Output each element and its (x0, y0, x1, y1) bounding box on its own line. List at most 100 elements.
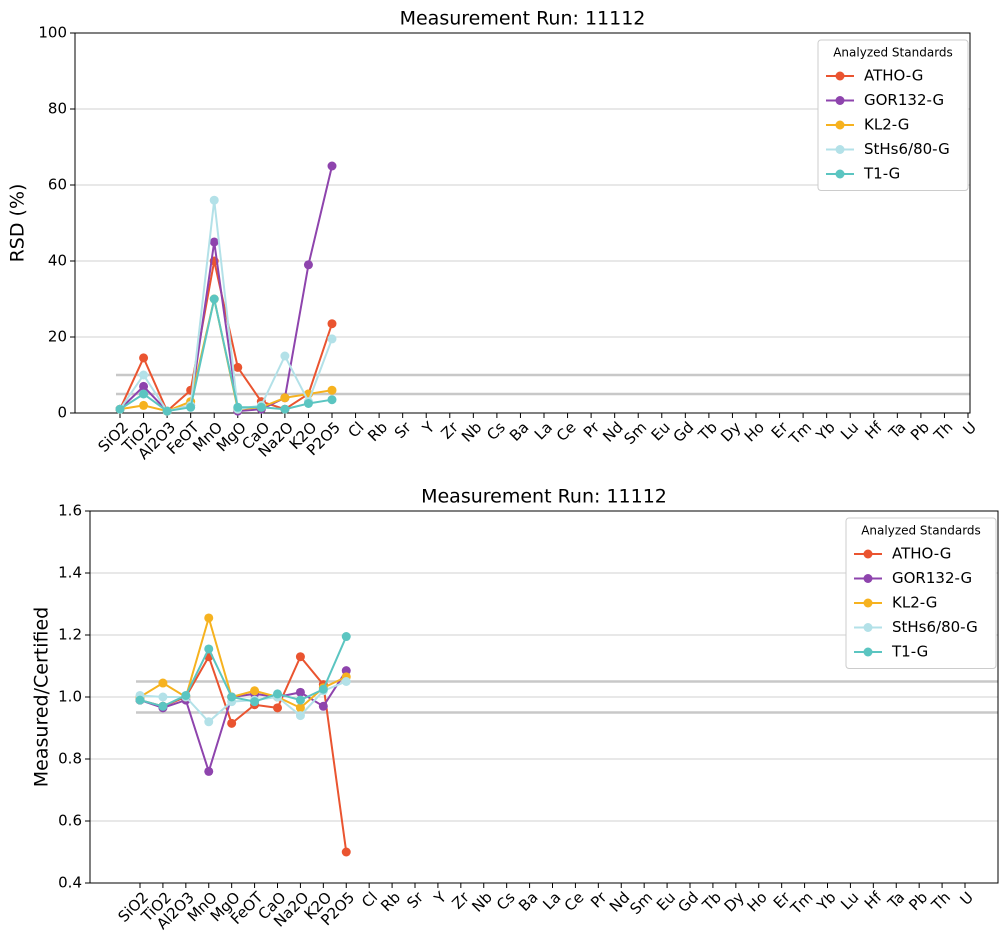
point (162, 406, 172, 416)
x-tick-label: Sm (620, 418, 650, 448)
x-tick-label: Sr (391, 418, 415, 442)
point (280, 393, 290, 403)
x-tick-label: Y (418, 418, 439, 439)
x-tick-label: Zr (437, 418, 462, 443)
point (341, 847, 351, 857)
legend-title: Analyzed Standards (861, 524, 981, 538)
x-tick-label: Rb (364, 418, 391, 445)
legend-label: GOR132-G (892, 569, 972, 587)
legend-marker (863, 623, 873, 632)
y-tick-label: 80 (48, 100, 67, 118)
point (295, 703, 305, 713)
x-tick-label: La (531, 418, 556, 443)
series-line (139, 670, 348, 775)
x-tick-label: Hf (861, 888, 886, 913)
legend-label: KL2-G (864, 116, 909, 134)
x-tick-label: Yb (813, 888, 840, 915)
y-tick-label: 1.6 (58, 502, 82, 520)
plot-frame (74, 32, 971, 414)
x-tick-label: Lu (837, 888, 862, 913)
legend-marker (835, 96, 845, 105)
x-tick-label: Tb (694, 418, 721, 445)
x-tick-label: Ce (561, 888, 588, 915)
legend-marker (863, 574, 873, 583)
point (209, 195, 219, 205)
legend-label: GOR132-G (864, 91, 944, 109)
point (204, 613, 214, 623)
legend-marker (863, 647, 873, 657)
x-tick-label: Nb (468, 888, 495, 915)
chart-title: Measurement Run: 11112 (400, 8, 646, 30)
point (204, 766, 214, 776)
x-tick-label: Ba (506, 418, 533, 445)
legend-label: KL2-G (892, 594, 937, 612)
x-tick-label: Cs (483, 418, 509, 444)
x-tick-label: Eu (648, 418, 674, 444)
x-tick-label: Pr (580, 418, 604, 442)
point (250, 686, 260, 696)
x-tick-label: Gd (670, 418, 698, 446)
point (158, 701, 168, 711)
y-tick-label: 1.4 (58, 564, 82, 582)
legend-label: T1-G (891, 643, 928, 661)
x-tick-label: U (957, 888, 977, 908)
y-axis-label: Measured/Certified (31, 607, 53, 787)
x-tick-label: Pr (587, 888, 611, 912)
point (227, 692, 237, 702)
point (327, 161, 337, 171)
point (303, 399, 313, 408)
series-line (119, 165, 333, 413)
point (139, 389, 149, 399)
y-tick-label: 20 (48, 328, 67, 346)
point (256, 402, 266, 412)
plot-frame (89, 510, 999, 884)
point (341, 632, 351, 642)
x-tick-label: Lu (837, 418, 862, 443)
point (341, 666, 351, 676)
point (227, 718, 237, 728)
point (303, 260, 313, 270)
point (318, 684, 328, 694)
point (115, 404, 125, 414)
point (295, 652, 305, 662)
x-tick-label: Ba (515, 888, 542, 915)
series-line (119, 298, 333, 413)
point (158, 692, 168, 702)
x-tick-label: Zr (448, 888, 473, 913)
legend-box (845, 517, 997, 669)
x-tick-label: Ta (885, 418, 910, 443)
point (295, 695, 305, 705)
series-line (119, 200, 333, 413)
point (139, 370, 149, 380)
point (273, 689, 282, 699)
x-tick-label: Y (430, 888, 451, 909)
y-tick-label: 1.0 (58, 688, 82, 706)
legend-marker (835, 145, 845, 154)
y-tick-label: 0 (57, 404, 67, 422)
y-tick-label: 0.4 (58, 874, 82, 892)
x-tick-label: Tm (786, 888, 816, 918)
legend-marker (863, 549, 873, 559)
legend-label: StHs6/80-G (892, 618, 978, 636)
series-line (139, 614, 347, 710)
y-tick-label: 1.2 (58, 626, 82, 644)
point (327, 319, 337, 329)
point (139, 400, 149, 410)
point (318, 701, 328, 711)
x-tick-label: Th (930, 418, 957, 445)
point (280, 404, 290, 414)
x-tick-label: Gd (674, 888, 702, 916)
point (186, 402, 196, 412)
point (204, 644, 214, 654)
x-tick-label: Sm (626, 888, 656, 918)
point (341, 677, 351, 686)
x-tick-label: Ta (884, 888, 909, 913)
legend-label: ATHO-G (892, 545, 951, 563)
x-tick-label: Yb (812, 418, 839, 445)
legend-title: Analyzed Standards (833, 46, 953, 60)
point (139, 381, 149, 391)
point (181, 690, 191, 700)
point (209, 294, 219, 304)
x-tick-label: Hf (861, 418, 886, 443)
point (327, 385, 337, 395)
